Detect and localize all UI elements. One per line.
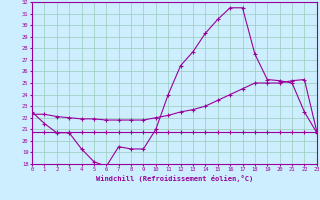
X-axis label: Windchill (Refroidissement éolien,°C): Windchill (Refroidissement éolien,°C) <box>96 175 253 182</box>
